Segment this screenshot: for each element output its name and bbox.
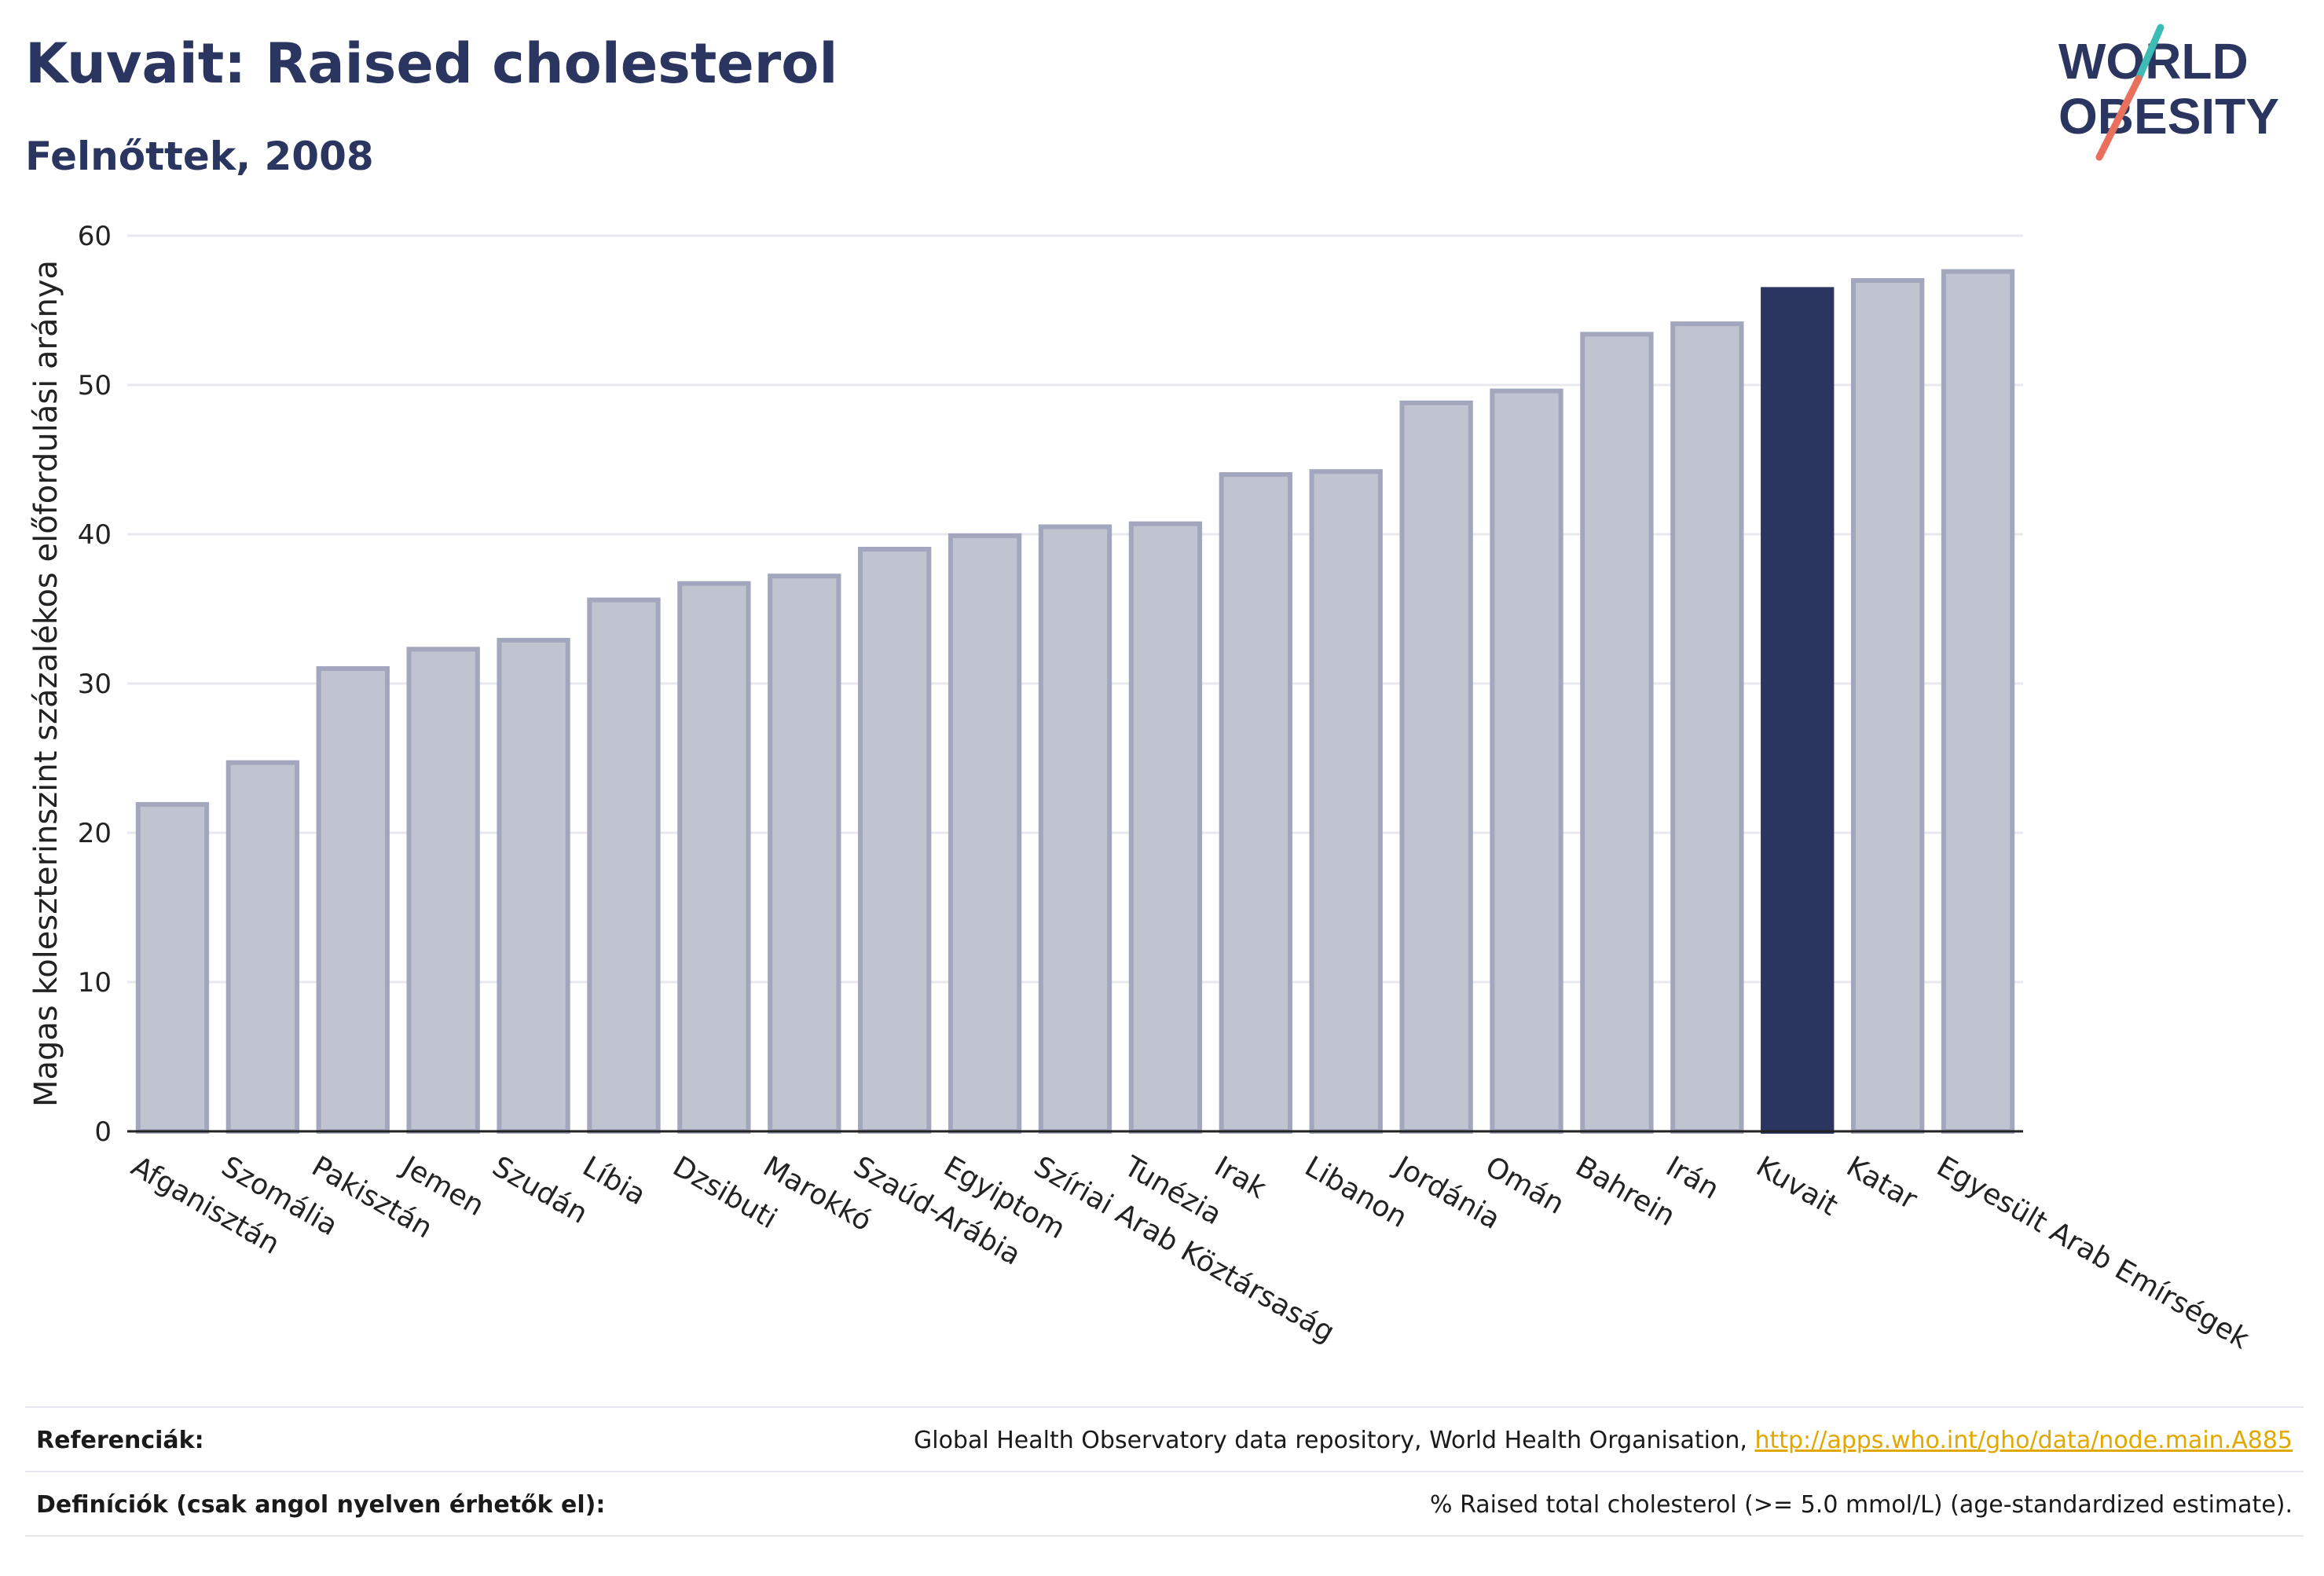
y-tick-label: 30 bbox=[78, 669, 112, 700]
bar bbox=[1219, 472, 1292, 1134]
definitions-value: % Raised total cholesterol (>= 5.0 mmol/… bbox=[1430, 1491, 2293, 1519]
y-tick-label: 10 bbox=[78, 967, 112, 999]
references-label: Referenciák: bbox=[36, 1427, 204, 1454]
y-axis-title: Magas koleszterinszint százalékos előfor… bbox=[28, 260, 64, 1107]
references-value: Global Health Observatory data repositor… bbox=[914, 1427, 2293, 1454]
y-tick-label: 40 bbox=[78, 519, 112, 551]
bar bbox=[1850, 278, 1925, 1134]
bar bbox=[858, 547, 932, 1134]
y-tick-label: 50 bbox=[78, 370, 112, 401]
bar bbox=[1761, 287, 1835, 1134]
chart-subtitle: Felnőttek, 2008 bbox=[25, 134, 374, 179]
logo-slash-teal bbox=[2135, 24, 2165, 82]
footer-definitions-row: Definíciók (csak angol nyelven érhetők e… bbox=[25, 1471, 2304, 1537]
footer-divider bbox=[25, 1535, 2304, 1537]
bar bbox=[316, 666, 390, 1134]
bar-chart: 0 10 20 30 40 50 60 Magas koleszterinszint száz… bbox=[28, 221, 2255, 1356]
bar bbox=[497, 637, 570, 1134]
bar bbox=[1670, 321, 1744, 1134]
x-tick-label: Dzsibuti bbox=[667, 1150, 782, 1235]
y-tick-label: 60 bbox=[78, 221, 112, 252]
x-tick-label: Kuvait bbox=[1750, 1150, 1843, 1222]
bar bbox=[768, 574, 841, 1134]
bar bbox=[1128, 521, 1203, 1134]
x-tick-label: Katar bbox=[1841, 1150, 1923, 1216]
bar bbox=[1399, 400, 1473, 1134]
y-tick-label: 0 bbox=[94, 1116, 112, 1148]
x-tick-label: Egyesült Arab Emírségek bbox=[1931, 1150, 2255, 1355]
x-tick-label: Jordánia bbox=[1388, 1149, 1505, 1236]
bar bbox=[677, 581, 751, 1134]
x-tick-label: Bahrein bbox=[1570, 1150, 1680, 1233]
bar bbox=[135, 801, 210, 1134]
x-tick-label: Irán bbox=[1660, 1150, 1724, 1206]
definitions-label: Definíciók (csak angol nyelven érhetők e… bbox=[36, 1491, 606, 1519]
bar bbox=[1309, 469, 1383, 1134]
logo-text-obesity: OBESITY bbox=[2058, 88, 2279, 145]
bar bbox=[1490, 388, 1563, 1134]
logo-slash-coral bbox=[2095, 75, 2143, 161]
bar bbox=[225, 760, 300, 1134]
bar bbox=[1941, 269, 2015, 1134]
bar bbox=[1580, 332, 1654, 1134]
bar bbox=[948, 533, 1022, 1134]
bar bbox=[587, 597, 661, 1134]
x-tick-label: Szudán bbox=[487, 1150, 593, 1230]
references-text: Global Health Observatory data repositor… bbox=[914, 1427, 1747, 1454]
chart-title: Kuvait: Raised cholesterol bbox=[25, 31, 838, 96]
footer-references-row: Referenciák: Global Health Observatory d… bbox=[25, 1406, 2304, 1472]
y-tick-label: 20 bbox=[78, 818, 112, 849]
bar bbox=[406, 647, 480, 1134]
references-link[interactable]: http://apps.who.int/gho/data/node.main.A… bbox=[1754, 1427, 2293, 1454]
bar bbox=[1038, 524, 1113, 1134]
x-tick-label: Libanon bbox=[1299, 1150, 1413, 1234]
x-tick-label: Irak bbox=[1209, 1150, 1272, 1205]
world-obesity-logo: WORLD OBESITY bbox=[2058, 24, 2279, 161]
